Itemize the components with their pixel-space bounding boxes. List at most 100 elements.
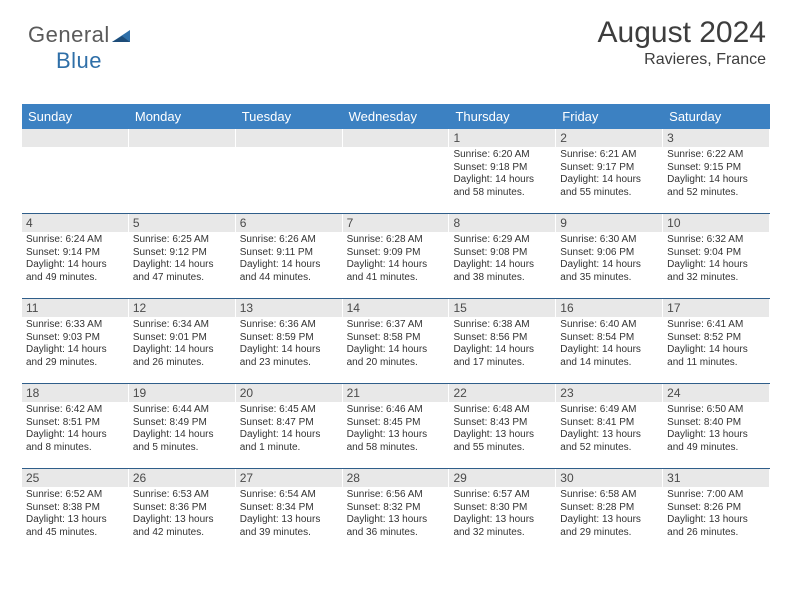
day-number: 8: [449, 214, 556, 232]
calendar-page: General Blue August 2024 Ravieres, Franc…: [0, 0, 792, 612]
day-details: Sunrise: 6:46 AMSunset: 8:45 PMDaylight:…: [347, 404, 446, 454]
day-cell: 17Sunrise: 6:41 AMSunset: 8:52 PMDayligh…: [663, 299, 770, 383]
daylight-line: Daylight: 13 hours and 52 minutes.: [560, 429, 659, 454]
day-number: 17: [663, 299, 770, 317]
daynum-strip-empty: [129, 129, 236, 147]
day-details: Sunrise: 6:56 AMSunset: 8:32 PMDaylight:…: [347, 489, 446, 539]
sunset-line: Sunset: 8:30 PM: [453, 502, 552, 515]
sunrise-line: Sunrise: 6:22 AM: [667, 149, 766, 162]
daylight-line: Daylight: 14 hours and 20 minutes.: [347, 344, 446, 369]
day-number: 24: [663, 384, 770, 402]
sunrise-line: Sunrise: 6:33 AM: [26, 319, 125, 332]
sunrise-line: Sunrise: 6:49 AM: [560, 404, 659, 417]
daylight-line: Daylight: 14 hours and 23 minutes.: [240, 344, 339, 369]
day-cell: 1Sunrise: 6:20 AMSunset: 9:18 PMDaylight…: [449, 129, 556, 213]
daylight-line: Daylight: 13 hours and 55 minutes.: [453, 429, 552, 454]
day-details: Sunrise: 6:42 AMSunset: 8:51 PMDaylight:…: [26, 404, 125, 454]
empty-day-cell: [343, 129, 450, 213]
day-details: Sunrise: 6:48 AMSunset: 8:43 PMDaylight:…: [453, 404, 552, 454]
dow-cell: Wednesday: [343, 104, 450, 129]
sunset-line: Sunset: 8:41 PM: [560, 417, 659, 430]
day-details: Sunrise: 6:52 AMSunset: 8:38 PMDaylight:…: [26, 489, 125, 539]
day-number: 22: [449, 384, 556, 402]
sunset-line: Sunset: 9:01 PM: [133, 332, 232, 345]
sunset-line: Sunset: 9:18 PM: [453, 162, 552, 175]
day-number: 15: [449, 299, 556, 317]
day-details: Sunrise: 6:37 AMSunset: 8:58 PMDaylight:…: [347, 319, 446, 369]
day-cell: 28 Sunrise: 6:56 AMSunset: 8:32 PMDayligh…: [343, 469, 450, 553]
daynum-strip-empty: [236, 129, 343, 147]
sunrise-line: Sunrise: 6:36 AM: [240, 319, 339, 332]
day-number: 1: [449, 129, 556, 147]
daylight-line: Daylight: 14 hours and 58 minutes.: [453, 174, 552, 199]
daylight-line: Daylight: 14 hours and 17 minutes.: [453, 344, 552, 369]
sunrise-line: Sunrise: 6:54 AM: [240, 489, 339, 502]
empty-day-cell: [129, 129, 236, 213]
day-details: Sunrise: 6:44 AMSunset: 8:49 PMDaylight:…: [133, 404, 232, 454]
daylight-line: Daylight: 14 hours and 47 minutes.: [133, 259, 232, 284]
sunrise-line: Sunrise: 6:56 AM: [347, 489, 446, 502]
day-details: Sunrise: 6:54 AMSunset: 8:34 PMDaylight:…: [240, 489, 339, 539]
calendar-grid: SundayMondayTuesdayWednesdayThursdayFrid…: [22, 104, 770, 553]
day-cell: 2Sunrise: 6:21 AMSunset: 9:17 PMDaylight…: [556, 129, 663, 213]
sunrise-line: Sunrise: 6:58 AM: [560, 489, 659, 502]
day-details: Sunrise: 6:22 AMSunset: 9:15 PMDaylight:…: [667, 149, 766, 199]
day-cell: 12 Sunrise: 6:34 AMSunset: 9:01 PMDayligh…: [129, 299, 236, 383]
sunset-line: Sunset: 9:12 PM: [133, 247, 232, 260]
sunset-line: Sunset: 9:17 PM: [560, 162, 659, 175]
daylight-line: Daylight: 14 hours and 35 minutes.: [560, 259, 659, 284]
day-number: 28: [343, 469, 450, 487]
week-row: 18Sunrise: 6:42 AMSunset: 8:51 PMDayligh…: [22, 383, 770, 468]
day-cell: 27Sunrise: 6:54 AMSunset: 8:34 PMDayligh…: [236, 469, 343, 553]
empty-day-cell: [22, 129, 129, 213]
sunset-line: Sunset: 8:36 PM: [133, 502, 232, 515]
sunset-line: Sunset: 9:14 PM: [26, 247, 125, 260]
day-details: Sunrise: 6:29 AMSunset: 9:08 PMDaylight:…: [453, 234, 552, 284]
day-details: Sunrise: 6:21 AMSunset: 9:17 PMDaylight:…: [560, 149, 659, 199]
dow-cell: Thursday: [449, 104, 556, 129]
page-subtitle: Ravieres, France: [598, 51, 766, 69]
day-number: 30: [556, 469, 663, 487]
day-cell: 24Sunrise: 6:50 AMSunset: 8:40 PMDayligh…: [663, 384, 770, 468]
sunrise-line: Sunrise: 6:44 AM: [133, 404, 232, 417]
sunrise-line: Sunrise: 6:34 AM: [133, 319, 232, 332]
day-details: Sunrise: 6:57 AMSunset: 8:30 PMDaylight:…: [453, 489, 552, 539]
sunrise-line: Sunrise: 6:41 AM: [667, 319, 766, 332]
day-cell: 13Sunrise: 6:36 AMSunset: 8:59 PMDayligh…: [236, 299, 343, 383]
day-details: Sunrise: 6:34 AMSunset: 9:01 PMDaylight:…: [133, 319, 232, 369]
day-details: Sunrise: 6:33 AMSunset: 9:03 PMDaylight:…: [26, 319, 125, 369]
day-details: Sunrise: 6:45 AMSunset: 8:47 PMDaylight:…: [240, 404, 339, 454]
logo-triangle-icon: [110, 28, 132, 44]
day-number: 3: [663, 129, 770, 147]
daylight-line: Daylight: 13 hours and 39 minutes.: [240, 514, 339, 539]
day-cell: 31Sunrise: 7:00 AMSunset: 8:26 PMDayligh…: [663, 469, 770, 553]
sunrise-line: Sunrise: 6:53 AM: [133, 489, 232, 502]
day-number: 11: [22, 299, 129, 317]
sunrise-line: Sunrise: 7:00 AM: [667, 489, 766, 502]
day-cell: 6Sunrise: 6:26 AMSunset: 9:11 PMDaylight…: [236, 214, 343, 298]
sunrise-line: Sunrise: 6:25 AM: [133, 234, 232, 247]
sunrise-line: Sunrise: 6:32 AM: [667, 234, 766, 247]
weeks-container: 1Sunrise: 6:20 AMSunset: 9:18 PMDaylight…: [22, 129, 770, 553]
day-details: Sunrise: 6:32 AMSunset: 9:04 PMDaylight:…: [667, 234, 766, 284]
daylight-line: Daylight: 14 hours and 55 minutes.: [560, 174, 659, 199]
day-cell: 14Sunrise: 6:37 AMSunset: 8:58 PMDayligh…: [343, 299, 450, 383]
daylight-line: Daylight: 13 hours and 29 minutes.: [560, 514, 659, 539]
sunset-line: Sunset: 9:15 PM: [667, 162, 766, 175]
day-number: 13: [236, 299, 343, 317]
day-cell: 25Sunrise: 6:52 AMSunset: 8:38 PMDayligh…: [22, 469, 129, 553]
day-number: 26: [129, 469, 236, 487]
sunrise-line: Sunrise: 6:52 AM: [26, 489, 125, 502]
week-row: 4Sunrise: 6:24 AMSunset: 9:14 PMDaylight…: [22, 213, 770, 298]
day-details: Sunrise: 6:28 AMSunset: 9:09 PMDaylight:…: [347, 234, 446, 284]
day-details: Sunrise: 7:00 AMSunset: 8:26 PMDaylight:…: [667, 489, 766, 539]
daylight-line: Daylight: 14 hours and 41 minutes.: [347, 259, 446, 284]
day-number: 7: [343, 214, 450, 232]
day-cell: 22 Sunrise: 6:48 AMSunset: 8:43 PMDayligh…: [449, 384, 556, 468]
sunset-line: Sunset: 8:45 PM: [347, 417, 446, 430]
empty-day-cell: [236, 129, 343, 213]
day-number: 12: [129, 299, 236, 317]
daylight-line: Daylight: 14 hours and 49 minutes.: [26, 259, 125, 284]
sunrise-line: Sunrise: 6:29 AM: [453, 234, 552, 247]
sunset-line: Sunset: 8:34 PM: [240, 502, 339, 515]
